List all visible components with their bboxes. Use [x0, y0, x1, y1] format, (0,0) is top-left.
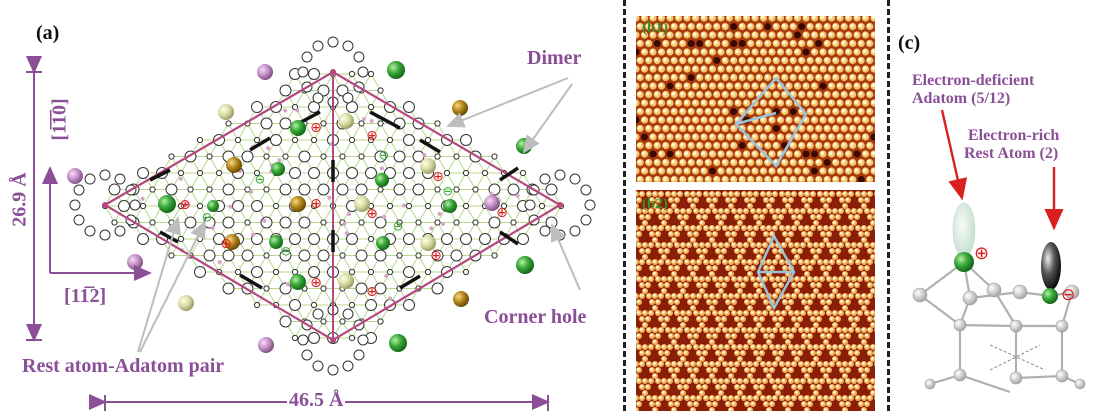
- svg-text:⊕: ⊕: [366, 128, 378, 144]
- adatom-ball: [954, 252, 974, 272]
- direction-vertical-label: [1̅1̅0]: [49, 88, 72, 152]
- svg-text:⊖: ⊖: [379, 149, 390, 164]
- electron-rich-label-line2: Rest Atom (2): [964, 145, 1058, 163]
- svg-text:⊕: ⊕: [366, 206, 378, 222]
- svg-text:⊖: ⊖: [255, 173, 266, 188]
- dimension-vertical-label: 26.9 Å: [9, 168, 32, 232]
- dimer-label: Dimer: [527, 47, 581, 70]
- electron-rich-label-line1: Electron-rich: [968, 127, 1059, 145]
- electron-deficient-label-line1: Electron-deficient: [912, 72, 1034, 90]
- filled-dangling-bond-orbital: [1041, 242, 1061, 290]
- svg-text:⊖: ⊖: [202, 211, 213, 226]
- panel-c-label: (c): [898, 32, 920, 55]
- svg-text:⊕: ⊕: [220, 236, 232, 252]
- svg-text:⊕: ⊕: [496, 205, 508, 221]
- svg-text:⊕: ⊕: [310, 120, 322, 136]
- svg-text:⊕: ⊕: [430, 248, 442, 264]
- separator-left: [623, 0, 626, 411]
- dimension-horizontal-label: 46.5 Å: [287, 389, 345, 412]
- rest-atom-adatom-pair-label: Rest atom-Adatom pair: [22, 355, 224, 378]
- svg-text:⊖: ⊖: [281, 245, 292, 260]
- svg-text:⊕: ⊕: [310, 196, 322, 212]
- rest-atom-ball: [1042, 288, 1058, 304]
- charge-symbols: ⊕⊕⊕⊕⊕⊕⊕⊕⊕⊕⊕⊖⊖⊖⊖⊖⊖: [179, 120, 508, 300]
- svg-text:⊕: ⊕: [366, 284, 378, 300]
- separator-right: [887, 0, 890, 411]
- stm-b2-label: (b2): [642, 196, 668, 213]
- svg-text:⊖: ⊖: [443, 185, 454, 200]
- svg-text:⊖: ⊖: [393, 220, 404, 235]
- svg-text:⊕: ⊕: [179, 197, 191, 213]
- stm-image-b1: [636, 16, 875, 182]
- adatom-plus-sign: ⊕: [974, 243, 989, 264]
- direction-horizontal-label: [11̅2]: [64, 285, 106, 308]
- svg-text:⊕: ⊕: [310, 275, 322, 291]
- empty-dangling-bond-orbital: [953, 203, 975, 257]
- stm-b1-label: (b1): [642, 20, 668, 37]
- rest-atom-minus-sign: ⊖: [1061, 285, 1075, 305]
- stm-image-b2: [636, 190, 875, 411]
- corner-hole-label: Corner hole: [484, 306, 586, 329]
- electron-deficient-label-line2: Adatom (5/12): [912, 90, 1010, 108]
- svg-text:⊕: ⊕: [432, 169, 444, 185]
